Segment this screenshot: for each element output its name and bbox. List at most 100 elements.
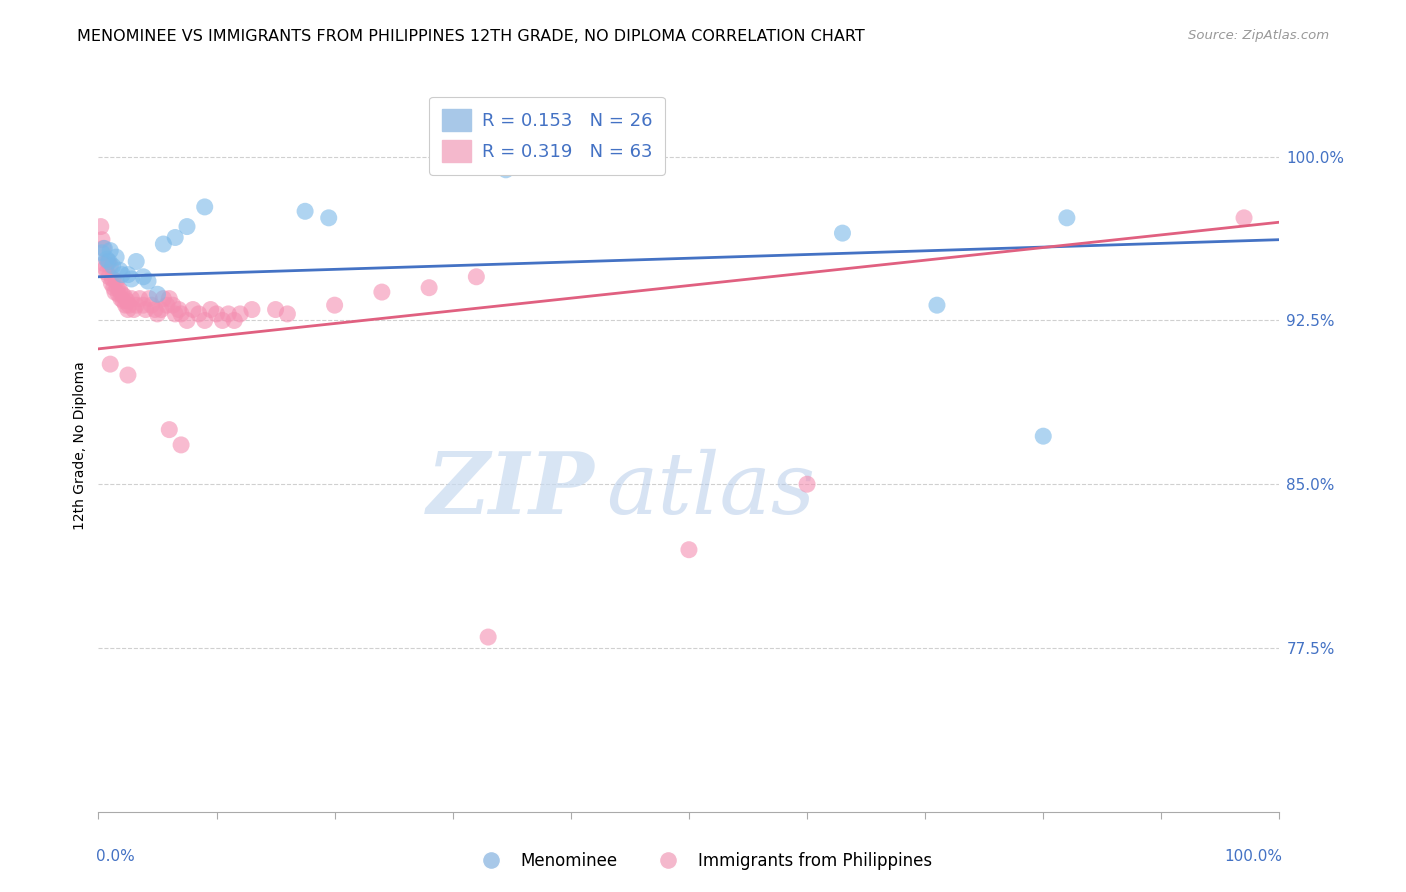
- Point: [135, 302, 157, 317]
- Point: [224, 313, 246, 327]
- Point: [495, 162, 517, 177]
- Point: [418, 281, 440, 295]
- Point: [90, 219, 112, 234]
- Point: [105, 281, 128, 295]
- Point: [205, 307, 228, 321]
- Point: [117, 302, 139, 317]
- Text: Source: ZipAtlas.com: Source: ZipAtlas.com: [1188, 29, 1329, 42]
- Point: [157, 423, 180, 437]
- Point: [176, 219, 198, 234]
- Point: [138, 292, 160, 306]
- Point: [97, 254, 120, 268]
- Point: [101, 272, 124, 286]
- Point: [105, 274, 128, 288]
- Point: [477, 630, 499, 644]
- Point: [170, 438, 193, 452]
- Point: [98, 254, 121, 268]
- Point: [176, 313, 198, 327]
- Point: [152, 292, 174, 306]
- Point: [98, 357, 121, 371]
- Point: [162, 298, 184, 312]
- Point: [108, 283, 131, 297]
- Point: [100, 277, 122, 291]
- Point: [107, 287, 129, 301]
- Point: [831, 226, 853, 240]
- Point: [165, 307, 187, 321]
- Point: [104, 285, 127, 299]
- Point: [114, 298, 136, 312]
- Point: [122, 302, 145, 317]
- Point: [93, 257, 115, 271]
- Point: [146, 307, 169, 321]
- Point: [318, 211, 340, 225]
- Point: [111, 268, 134, 282]
- Point: [1056, 211, 1078, 225]
- Point: [143, 302, 166, 317]
- Point: [91, 233, 114, 247]
- Text: atlas: atlas: [606, 449, 815, 532]
- Point: [112, 293, 135, 308]
- Point: [170, 307, 193, 321]
- Point: [465, 269, 488, 284]
- Text: 0.0%: 0.0%: [96, 849, 135, 864]
- Point: [150, 302, 173, 317]
- Point: [110, 292, 132, 306]
- Point: [156, 298, 179, 312]
- Point: [93, 241, 115, 255]
- Point: [276, 307, 298, 321]
- Point: [118, 298, 141, 312]
- Point: [105, 250, 128, 264]
- Text: 100.0%: 100.0%: [1223, 849, 1282, 864]
- Point: [264, 302, 287, 317]
- Point: [91, 245, 114, 260]
- Point: [112, 289, 135, 303]
- Point: [98, 244, 121, 258]
- Point: [141, 298, 163, 312]
- Point: [925, 298, 948, 312]
- Point: [125, 298, 148, 312]
- Point: [136, 274, 159, 288]
- Point: [125, 254, 148, 268]
- Text: ZIP: ZIP: [426, 448, 595, 532]
- Point: [1233, 211, 1256, 225]
- Point: [187, 307, 209, 321]
- Point: [132, 269, 155, 284]
- Point: [103, 281, 125, 295]
- Point: [157, 292, 180, 306]
- Point: [111, 287, 134, 301]
- Point: [117, 268, 139, 282]
- Point: [1032, 429, 1054, 443]
- Point: [294, 204, 316, 219]
- Point: [678, 542, 700, 557]
- Point: [98, 259, 121, 273]
- Point: [91, 241, 114, 255]
- Point: [98, 269, 121, 284]
- Text: MENOMINEE VS IMMIGRANTS FROM PHILIPPINES 12TH GRADE, NO DIPLOMA CORRELATION CHAR: MENOMINEE VS IMMIGRANTS FROM PHILIPPINES…: [77, 29, 865, 44]
- Point: [229, 307, 252, 321]
- Point: [165, 230, 187, 244]
- Point: [117, 368, 139, 382]
- Legend: R = 0.153   N = 26, R = 0.319   N = 63: R = 0.153 N = 26, R = 0.319 N = 63: [429, 96, 665, 175]
- Point: [323, 298, 346, 312]
- Point: [371, 285, 394, 299]
- Point: [152, 237, 174, 252]
- Point: [94, 261, 117, 276]
- Point: [96, 252, 118, 267]
- Point: [200, 302, 222, 317]
- Point: [181, 302, 204, 317]
- Point: [128, 292, 150, 306]
- Point: [96, 265, 118, 279]
- Point: [115, 293, 138, 308]
- Legend: Menominee, Immigrants from Philippines: Menominee, Immigrants from Philippines: [467, 846, 939, 877]
- Point: [121, 292, 143, 306]
- Point: [194, 313, 217, 327]
- Point: [167, 302, 190, 317]
- Point: [217, 307, 239, 321]
- Point: [146, 287, 169, 301]
- Point: [132, 298, 155, 312]
- Y-axis label: 12th Grade, No Diploma: 12th Grade, No Diploma: [73, 361, 87, 531]
- Point: [211, 313, 233, 327]
- Point: [194, 200, 217, 214]
- Point: [240, 302, 263, 317]
- Point: [108, 263, 131, 277]
